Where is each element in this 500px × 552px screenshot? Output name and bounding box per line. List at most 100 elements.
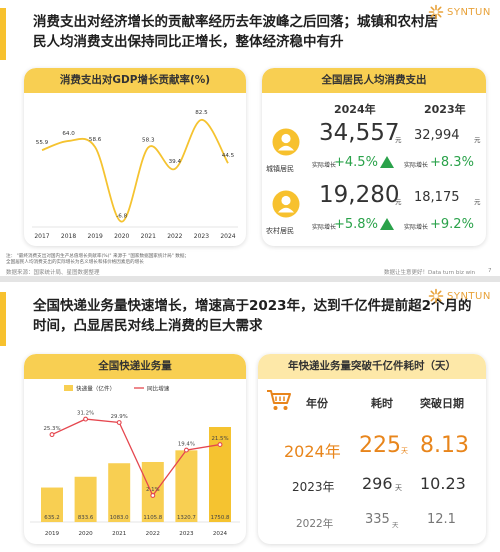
gdp-x-tick-label: 2019 — [88, 233, 103, 240]
growth-value-label: 29.9% — [111, 414, 128, 420]
row-2024-unit: 天 — [401, 447, 408, 455]
growth-value-label: 21.5% — [211, 436, 228, 442]
rural-growth-2024: +5.8% — [334, 217, 378, 232]
shopping-cart-icon — [267, 390, 291, 410]
growth-point — [49, 432, 55, 438]
rural-label: 农村居民 — [266, 227, 294, 235]
legend-bar-swatch — [64, 385, 73, 391]
rural-2024-unit: 元 — [395, 198, 402, 206]
volume-bar — [74, 476, 97, 522]
header-year: 年份 — [306, 397, 328, 410]
gdp-value-label: 39.4 — [169, 159, 182, 165]
header-break-date: 突破日期 — [420, 397, 464, 410]
row-2024-date: 8.13 — [420, 433, 469, 458]
urban-2024-unit: 元 — [395, 136, 402, 144]
footnote-line1: 注： "最终消费支出对国内生产总值增长贡献率(%)" 来源于 "国家数据国家统计… — [6, 254, 190, 259]
gdp-series-line — [41, 118, 229, 223]
syntun-logo-icon — [428, 4, 444, 20]
row-2024-days: 225 — [359, 433, 401, 458]
urban-person-icon — [272, 128, 300, 156]
accent-bar — [0, 292, 6, 346]
gdp-value-label: 44.5 — [222, 153, 235, 159]
percapita-card: 全国居民人均消费支出 2024年 2023年 城镇居民 34,557 元 32,… — [262, 68, 486, 246]
col-header-2024: 2024年 — [334, 103, 376, 116]
row-2023-date: 10.23 — [420, 474, 466, 493]
growth-value-label: 19.4% — [178, 442, 195, 448]
legend-bar-label: 快递量（亿件） — [76, 385, 115, 393]
gdp-x-tick-label: 2017 — [34, 233, 49, 240]
growth-value-label: 25.3% — [43, 426, 60, 432]
gdp-contribution-card: 消费支出对GDP增长贡献率(%) 55.9 2017 64.0 2018 58.6 201… — [24, 68, 246, 246]
page-number: 7 — [488, 268, 492, 274]
growth-point — [183, 447, 189, 453]
percapita-card-title: 全国居民人均消费支出 — [262, 68, 486, 93]
headline-line2: 时间，凸显居民对线上消费的巨大需求 — [33, 318, 263, 334]
volume-bar — [41, 487, 63, 522]
row-2022-days: 335 — [365, 512, 390, 527]
urban-up-arrow-icon — [380, 156, 394, 168]
volume-bar-label: 1083.0 — [110, 515, 129, 521]
header-days: 耗时 — [371, 397, 393, 410]
volume-bar-label: 1320.7 — [177, 515, 196, 521]
volume-bar-label: 1105.8 — [143, 515, 162, 521]
gdp-value-label: 82.5 — [195, 110, 208, 116]
row-2022-date: 12.1 — [427, 512, 456, 527]
growth-value-label: 2.1% — [146, 487, 160, 493]
rural-growth-label-2023: 实际增长 — [404, 224, 429, 231]
rural-growth-2023: +9.2% — [430, 217, 474, 232]
headline-line2: 民人均消费支出保持同比正增长，整体经济稳中有升 — [33, 34, 344, 50]
row-2023-unit: 天 — [395, 484, 402, 492]
volume-x-tick-label: 2019 — [45, 531, 60, 537]
gdp-value-label: -6.8 — [116, 214, 127, 220]
syntun-logo: SYNTUN — [428, 288, 491, 304]
syntun-logo-text: SYNTUN — [447, 290, 491, 302]
gdp-line-chart: 55.9 2017 64.0 2018 58.6 2019 -6.8 2020 58.3 2021… — [32, 110, 238, 240]
volume-x-tick-label: 2022 — [146, 531, 160, 537]
growth-point — [83, 416, 89, 422]
rural-up-arrow-icon — [380, 218, 394, 230]
volume-bar-label: 1750.8 — [211, 515, 230, 521]
gdp-value-label: 58.3 — [142, 137, 155, 143]
volume-x-tick-label: 2024 — [213, 531, 228, 537]
volume-card-title: 全国快递业务量 — [24, 354, 246, 379]
rural-2023-unit: 元 — [474, 198, 481, 206]
volume-x-tick-label: 2020 — [78, 531, 93, 537]
slide-express: 全国快递业务量快速增长，增速高于2023年，达到千亿件提前超2个月的 时间，凸显… — [0, 282, 500, 552]
gdp-x-tick-label: 2020 — [114, 233, 129, 240]
rural-2024-value: 19,280 — [319, 182, 400, 208]
express-volume-card: 全国快递业务量 635.2 2019 833.6 2020 1083.0 2021 1105… — [24, 354, 246, 544]
volume-bar — [108, 463, 131, 522]
billion-days-card: 年快递业务量突破千亿件耗时（天） 年份 耗时 突破日期 2024年 225 天 … — [258, 354, 486, 544]
urban-growth-label-2024: 实际增长 — [312, 162, 337, 169]
gdp-x-tick-label: 2021 — [141, 233, 156, 240]
footer-slogan: 数据让生意更好！Data turn biz win — [384, 270, 476, 276]
volume-bar — [141, 461, 164, 522]
rural-growth-label-2024: 实际增长 — [312, 224, 337, 231]
gdp-x-tick-label: 2023 — [194, 233, 209, 240]
growth-point — [217, 442, 223, 448]
days-card-title: 年快递业务量突破千亿件耗时（天） — [258, 354, 486, 379]
volume-x-tick-label: 2021 — [112, 531, 127, 537]
gdp-x-tick-label: 2024 — [220, 233, 235, 240]
headline-line1: 消费支出对经济增长的贡献率经历去年波峰之后回落；城镇和农村居 — [33, 14, 438, 30]
gdp-x-tick-label: 2022 — [167, 233, 182, 240]
urban-growth-2023: +8.3% — [430, 155, 474, 170]
footnote-line2: 全国居民人均消费支出的实际增长为名义增长和排价格因素后的增长 — [6, 260, 144, 265]
express-volume-chart: 635.2 2019 833.6 2020 1083.0 2021 1105.8 2022 13… — [30, 385, 240, 537]
growth-value-label: 31.2% — [77, 411, 94, 417]
syntun-logo-icon — [428, 288, 444, 304]
row-2024-year: 2024年 — [284, 442, 341, 461]
volume-x-tick-label: 2023 — [179, 531, 194, 537]
volume-bar-label: 833.6 — [78, 515, 94, 521]
growth-point — [150, 493, 156, 498]
row-2022-unit: 天 — [392, 521, 399, 529]
slide-divider — [0, 276, 500, 282]
gdp-value-label: 58.6 — [89, 137, 102, 143]
rural-person-icon — [272, 190, 300, 218]
syntun-logo: SYNTUN — [428, 4, 491, 20]
rural-2023-value: 18,175 — [414, 190, 460, 205]
urban-2023-unit: 元 — [474, 136, 481, 144]
gdp-value-label: 64.0 — [62, 131, 75, 137]
growth-point — [116, 420, 122, 425]
gdp-x-tick-label: 2018 — [61, 233, 76, 240]
